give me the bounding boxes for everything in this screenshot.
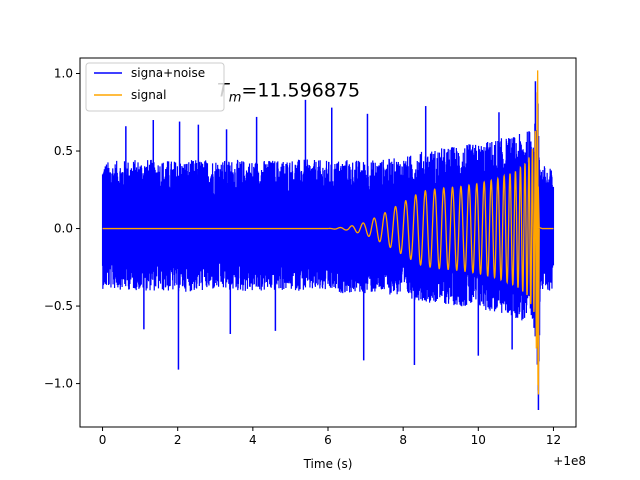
legend-label-noisy: signa+noise (131, 66, 205, 80)
y-tick-label: 0.5 (54, 144, 73, 158)
legend: signa+noise signal (85, 62, 225, 112)
annotation-value: =11.596875 (241, 79, 360, 101)
plot-area (101, 70, 555, 410)
legend-frame (85, 62, 225, 112)
x-axis: 0 2 4 6 8 10 12 (99, 427, 561, 447)
y-tick-label: −1.0 (44, 377, 73, 391)
x-tick-label: 2 (174, 433, 182, 447)
x-tick-label: 12 (546, 433, 561, 447)
x-tick-label: 4 (249, 433, 257, 447)
y-tick-label: 1.0 (54, 67, 73, 81)
y-axis: −1.0 −0.5 0.0 0.5 1.0 (44, 67, 80, 391)
series-line-signal (102, 70, 554, 395)
x-axis-offset-label: +1e8 (553, 454, 586, 468)
x-tick-label: 6 (324, 433, 332, 447)
x-axis-label: Time (s) (303, 457, 353, 471)
y-tick-label: −0.5 (44, 299, 73, 313)
annotation-subscript: m (229, 90, 242, 105)
x-tick-label: 10 (471, 433, 486, 447)
merger-time-annotation: Tm=11.596875 (217, 79, 360, 105)
series-group (101, 70, 555, 410)
x-tick-label: 8 (399, 433, 407, 447)
y-tick-label: 0.0 (54, 222, 73, 236)
x-tick-label: 0 (99, 433, 107, 447)
legend-label-signal: signal (131, 88, 167, 102)
